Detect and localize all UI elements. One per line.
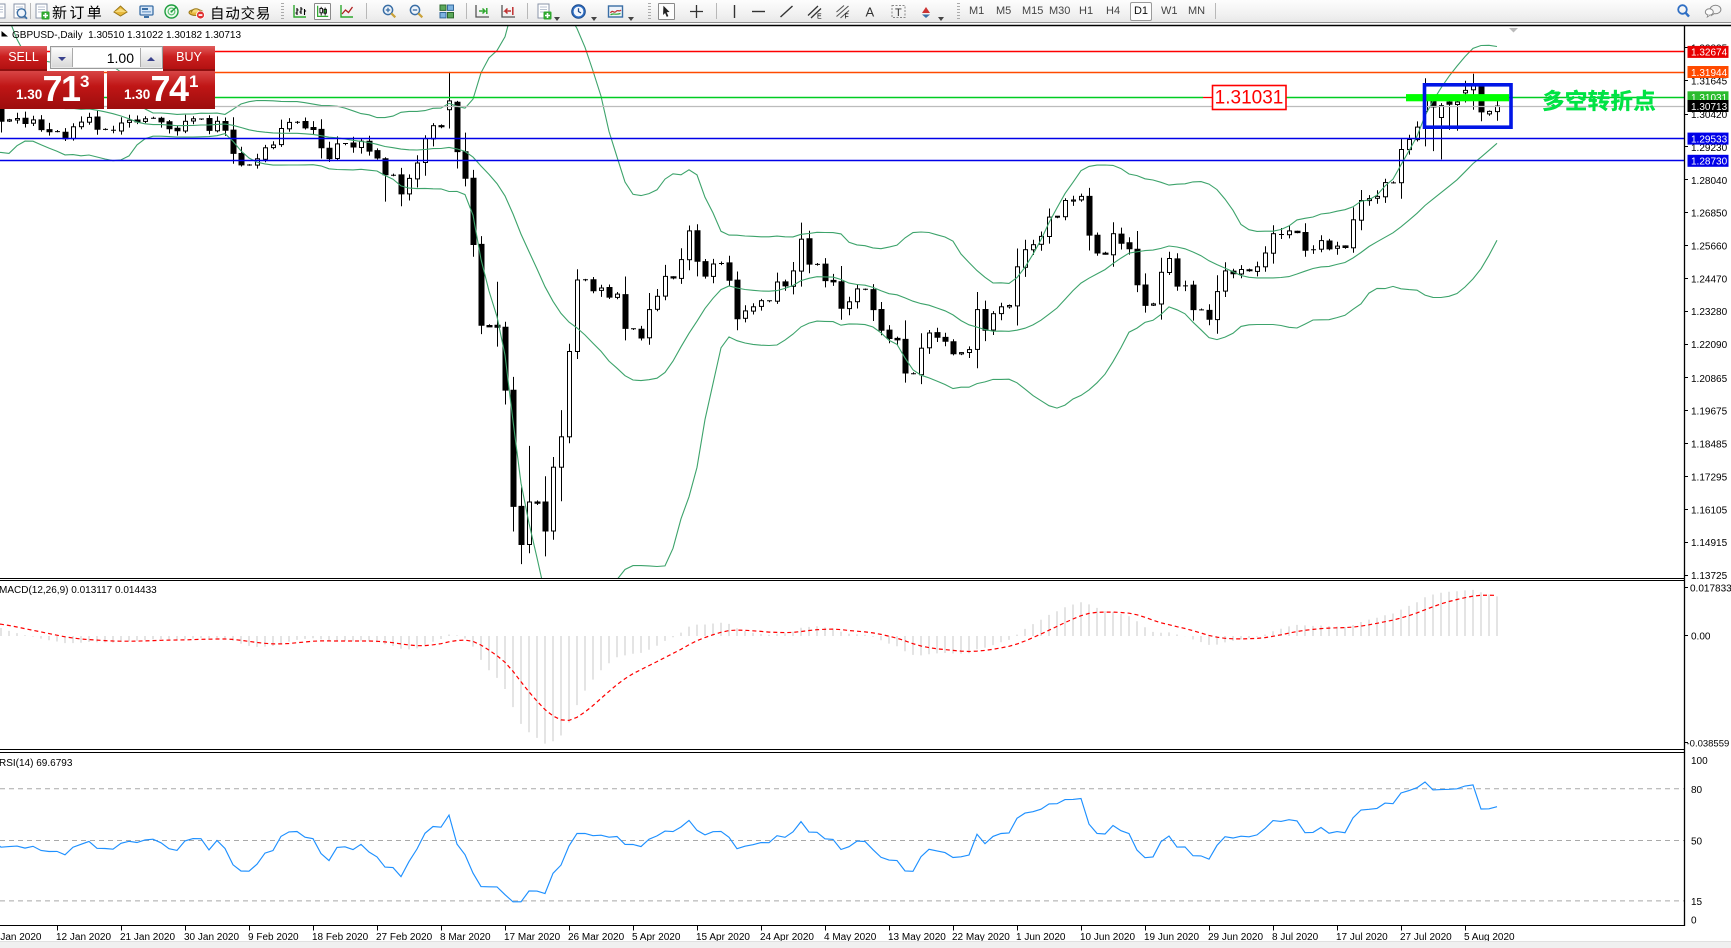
svg-text:12 Jan 2020: 12 Jan 2020 xyxy=(56,932,111,943)
svg-text:24 Apr 2020: 24 Apr 2020 xyxy=(760,932,814,943)
svg-text:9 Feb 2020: 9 Feb 2020 xyxy=(248,932,299,943)
svg-text:0: 0 xyxy=(1691,916,1697,927)
svg-text:2 Jan 2020: 2 Jan 2020 xyxy=(0,932,42,943)
svg-text:1.19675: 1.19675 xyxy=(1691,407,1728,418)
svg-text:1.31031: 1.31031 xyxy=(1691,93,1728,104)
svg-text:1.30713: 1.30713 xyxy=(1691,102,1728,113)
svg-text:-0.038559: -0.038559 xyxy=(1687,738,1730,749)
svg-text:26 Mar 2020: 26 Mar 2020 xyxy=(568,932,625,943)
svg-text:8 Mar 2020: 8 Mar 2020 xyxy=(440,932,491,943)
svg-text:1.24470: 1.24470 xyxy=(1691,274,1728,285)
svg-text:27 Feb 2020: 27 Feb 2020 xyxy=(376,932,433,943)
svg-text:4 May 2020: 4 May 2020 xyxy=(824,932,877,943)
svg-text:1.31645: 1.31645 xyxy=(1691,76,1728,87)
svg-text:1.25660: 1.25660 xyxy=(1691,242,1728,253)
svg-text:1.31031: 1.31031 xyxy=(1215,88,1284,109)
svg-text:18 Feb 2020: 18 Feb 2020 xyxy=(312,932,369,943)
svg-text:E: E xyxy=(817,14,822,21)
svg-text:1.23280: 1.23280 xyxy=(1691,307,1728,318)
svg-text:F: F xyxy=(845,14,849,21)
svg-text:T: T xyxy=(895,7,902,19)
svg-text:1.20865: 1.20865 xyxy=(1691,374,1728,385)
svg-text:1.28730: 1.28730 xyxy=(1691,157,1728,168)
svg-text:1.13725: 1.13725 xyxy=(1691,571,1728,582)
svg-text:1.28040: 1.28040 xyxy=(1691,176,1728,187)
svg-text:RSI(14) 69.6793: RSI(14) 69.6793 xyxy=(0,758,73,769)
svg-text:1.32674: 1.32674 xyxy=(1691,48,1728,59)
svg-text:15: 15 xyxy=(1691,897,1703,908)
svg-text:17 Mar 2020: 17 Mar 2020 xyxy=(504,932,561,943)
svg-text:1.30420: 1.30420 xyxy=(1691,110,1728,121)
svg-text:1 Jun 2020: 1 Jun 2020 xyxy=(1016,932,1066,943)
svg-text:22 May 2020: 22 May 2020 xyxy=(952,932,1010,943)
svg-text:15 Apr 2020: 15 Apr 2020 xyxy=(696,932,750,943)
svg-text:30 Jan 2020: 30 Jan 2020 xyxy=(184,932,239,943)
svg-text:5 Aug 2020: 5 Aug 2020 xyxy=(1464,932,1515,943)
svg-text:21 Jan 2020: 21 Jan 2020 xyxy=(120,932,175,943)
svg-text:0.017833: 0.017833 xyxy=(1690,583,1731,594)
svg-text:A: A xyxy=(866,5,875,20)
svg-text:8 Jul 2020: 8 Jul 2020 xyxy=(1272,932,1319,943)
svg-text:1.16105: 1.16105 xyxy=(1691,505,1728,516)
svg-text:1.29230: 1.29230 xyxy=(1691,143,1728,154)
svg-text:1.26850: 1.26850 xyxy=(1691,209,1728,220)
svg-text:1.29533: 1.29533 xyxy=(1691,134,1728,145)
svg-text:1.18485: 1.18485 xyxy=(1691,440,1728,451)
svg-text:80: 80 xyxy=(1691,785,1703,796)
svg-text:10 Jun 2020: 10 Jun 2020 xyxy=(1080,932,1135,943)
svg-text:1.14915: 1.14915 xyxy=(1691,538,1728,549)
svg-text:1.22090: 1.22090 xyxy=(1691,340,1728,351)
svg-text:0.00: 0.00 xyxy=(1691,631,1711,642)
svg-text:27 Jul 2020: 27 Jul 2020 xyxy=(1400,932,1452,943)
svg-text:19 Jun 2020: 19 Jun 2020 xyxy=(1144,932,1199,943)
svg-text:13 May 2020: 13 May 2020 xyxy=(888,932,946,943)
svg-text:MACD(12,26,9) 0.013117 0.01443: MACD(12,26,9) 0.013117 0.014433 xyxy=(0,585,157,596)
svg-text:29 Jun 2020: 29 Jun 2020 xyxy=(1208,932,1263,943)
svg-text:50: 50 xyxy=(1691,837,1703,848)
svg-text:5 Apr 2020: 5 Apr 2020 xyxy=(632,932,681,943)
svg-text:1.31944: 1.31944 xyxy=(1691,68,1728,79)
svg-text:17 Jul 2020: 17 Jul 2020 xyxy=(1336,932,1388,943)
svg-text:1.17295: 1.17295 xyxy=(1691,472,1728,483)
svg-text:100: 100 xyxy=(1691,756,1708,767)
svg-text:GBPUSD-,Daily 1.30510 1.31022: GBPUSD-,Daily 1.30510 1.31022 1.30182 1.… xyxy=(12,30,241,41)
